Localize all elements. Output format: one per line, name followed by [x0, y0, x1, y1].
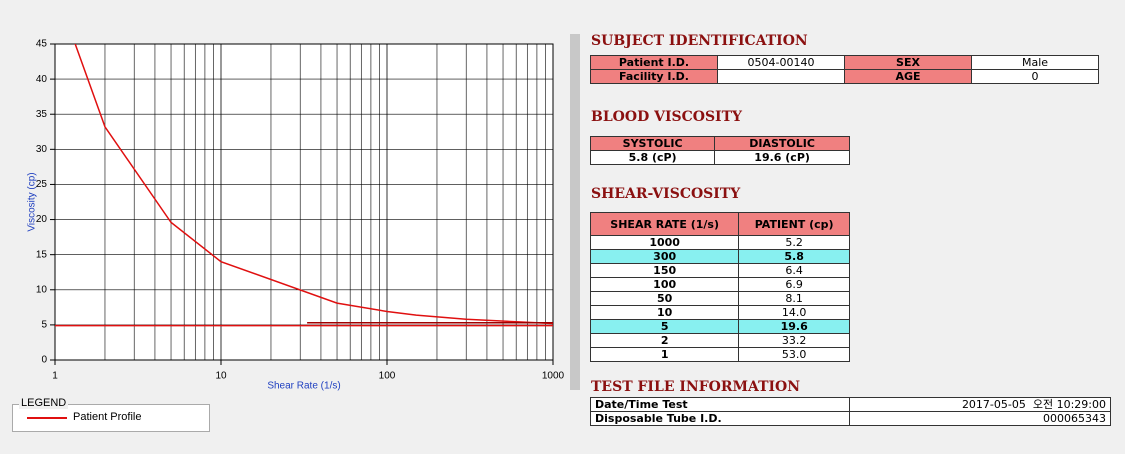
- y-tick-label: 30: [36, 144, 48, 155]
- y-tick-label: 0: [41, 355, 47, 366]
- table-cell: PATIENT (cp): [738, 212, 850, 236]
- table-cell: 0504-00140: [717, 55, 845, 70]
- section-title: SHEAR-VISCOSITY: [591, 186, 741, 202]
- section-title: SUBJECT IDENTIFICATION: [591, 33, 808, 49]
- table-cell: 53.0: [738, 347, 850, 362]
- y-tick-label: 10: [36, 284, 48, 295]
- y-tick-label: 20: [36, 214, 48, 225]
- table-row: Patient I.D. 0504-00140 SEX Male: [590, 55, 1099, 70]
- section-title: TEST FILE INFORMATION: [591, 379, 801, 395]
- table-cell: 5: [589, 319, 740, 334]
- x-tick-label: 1000: [542, 371, 565, 382]
- series-line: [74, 44, 553, 325]
- table-cell: 5.8 (cP): [589, 150, 716, 165]
- x-tick-label: 100: [379, 371, 396, 382]
- table-cell: Patient I.D.: [590, 55, 718, 70]
- table-cell: SEX: [844, 55, 972, 70]
- table-row: 300 5.8: [589, 249, 850, 264]
- y-tick-label: 45: [36, 39, 48, 50]
- chart: Shear Rate (1/s) Viscosity (cp) 0 5 10 15 20…: [27, 34, 580, 392]
- table-cell: 33.2: [738, 333, 850, 348]
- y-tick-label: 35: [36, 109, 48, 120]
- table-row: 50 8.1: [589, 291, 850, 306]
- table-row: 1000 5.2: [589, 235, 850, 250]
- table-cell: 100: [589, 277, 740, 292]
- x-tick-label: 10: [215, 371, 227, 382]
- table-row: SYSTOLIC DIASTOLIC: [589, 136, 850, 151]
- table-cell: Date/Time Test: [590, 397, 850, 412]
- table-cell: SYSTOLIC: [589, 136, 716, 151]
- table-row: 100 6.9: [589, 277, 850, 292]
- table-cell: 8.1: [738, 291, 850, 306]
- table-cell: 19.6: [738, 319, 850, 334]
- y-tick-label: 5: [41, 320, 47, 331]
- y-tick-label: 15: [36, 249, 48, 260]
- table-cell: 5.8: [738, 249, 850, 264]
- x-tick-label: 1: [52, 371, 58, 382]
- table-row: 5.8 (cP) 19.6 (cP): [589, 150, 850, 165]
- table-row: 1 53.0: [589, 347, 850, 362]
- y-tick-label: 25: [36, 179, 48, 190]
- table-cell: 50: [589, 291, 740, 306]
- table-cell: SHEAR RATE (1/s): [589, 212, 740, 236]
- y-axis-label: Viscosity (cp): [27, 172, 38, 231]
- table-cell: 1000: [589, 235, 740, 250]
- test-file-table: Date/Time Test 2017-05-05 오전 10:29:00 Disp…: [590, 397, 1111, 426]
- table-row: SHEAR RATE (1/s) PATIENT (cp): [589, 212, 850, 236]
- table-cell: DIASTOLIC: [714, 136, 850, 151]
- table-cell: 2017-05-05 오전 10:29:00: [849, 397, 1111, 412]
- table-cell: 1: [589, 347, 740, 362]
- shear-table: SHEAR RATE (1/s) PATIENT (cp) 1000 5.2 300 5.…: [589, 212, 850, 362]
- legend-swatch: [27, 417, 67, 419]
- legend-label: Patient Profile: [73, 411, 142, 423]
- subject-table: Patient I.D. 0504-00140 SEX Male Facility I.…: [590, 55, 1099, 84]
- section-title: BLOOD VISCOSITY: [591, 109, 743, 125]
- table-row: 10 14.0: [589, 305, 850, 320]
- legend-title: LEGEND: [19, 397, 69, 409]
- table-cell: 10: [589, 305, 740, 320]
- table-cell: 5.2: [738, 235, 850, 250]
- table-row: 2 33.2: [589, 333, 850, 348]
- table-cell: 19.6 (cP): [714, 150, 850, 165]
- panel-edge: [570, 34, 580, 390]
- table-cell: 14.0: [738, 305, 850, 320]
- plot-area: [54, 43, 554, 361]
- table-cell: 000065343: [849, 411, 1111, 426]
- table-cell: Male: [971, 55, 1099, 70]
- table-cell: [717, 69, 845, 84]
- table-cell: 300: [589, 249, 740, 264]
- table-row: 150 6.4: [589, 263, 850, 278]
- table-row: Disposable Tube I.D. 000065343: [590, 411, 1111, 426]
- table-cell: Facility I.D.: [590, 69, 718, 84]
- table-cell: 0: [971, 69, 1099, 84]
- table-row: 5 19.6: [589, 319, 850, 334]
- x-axis-label: Shear Rate (1/s): [267, 381, 340, 392]
- table-cell: Disposable Tube I.D.: [590, 411, 850, 426]
- table-row: Date/Time Test 2017-05-05 오전 10:29:00: [590, 397, 1111, 412]
- table-cell: AGE: [844, 69, 972, 84]
- table-cell: 2: [589, 333, 740, 348]
- legend: LEGEND Patient Profile: [12, 397, 210, 432]
- table-cell: 150: [589, 263, 740, 278]
- y-tick-label: 40: [36, 74, 48, 85]
- table-cell: 6.4: [738, 263, 850, 278]
- blood-table: SYSTOLIC DIASTOLIC 5.8 (cP) 19.6 (cP): [589, 136, 850, 165]
- table-row: Facility I.D. AGE 0: [590, 69, 1099, 84]
- table-cell: 6.9: [738, 277, 850, 292]
